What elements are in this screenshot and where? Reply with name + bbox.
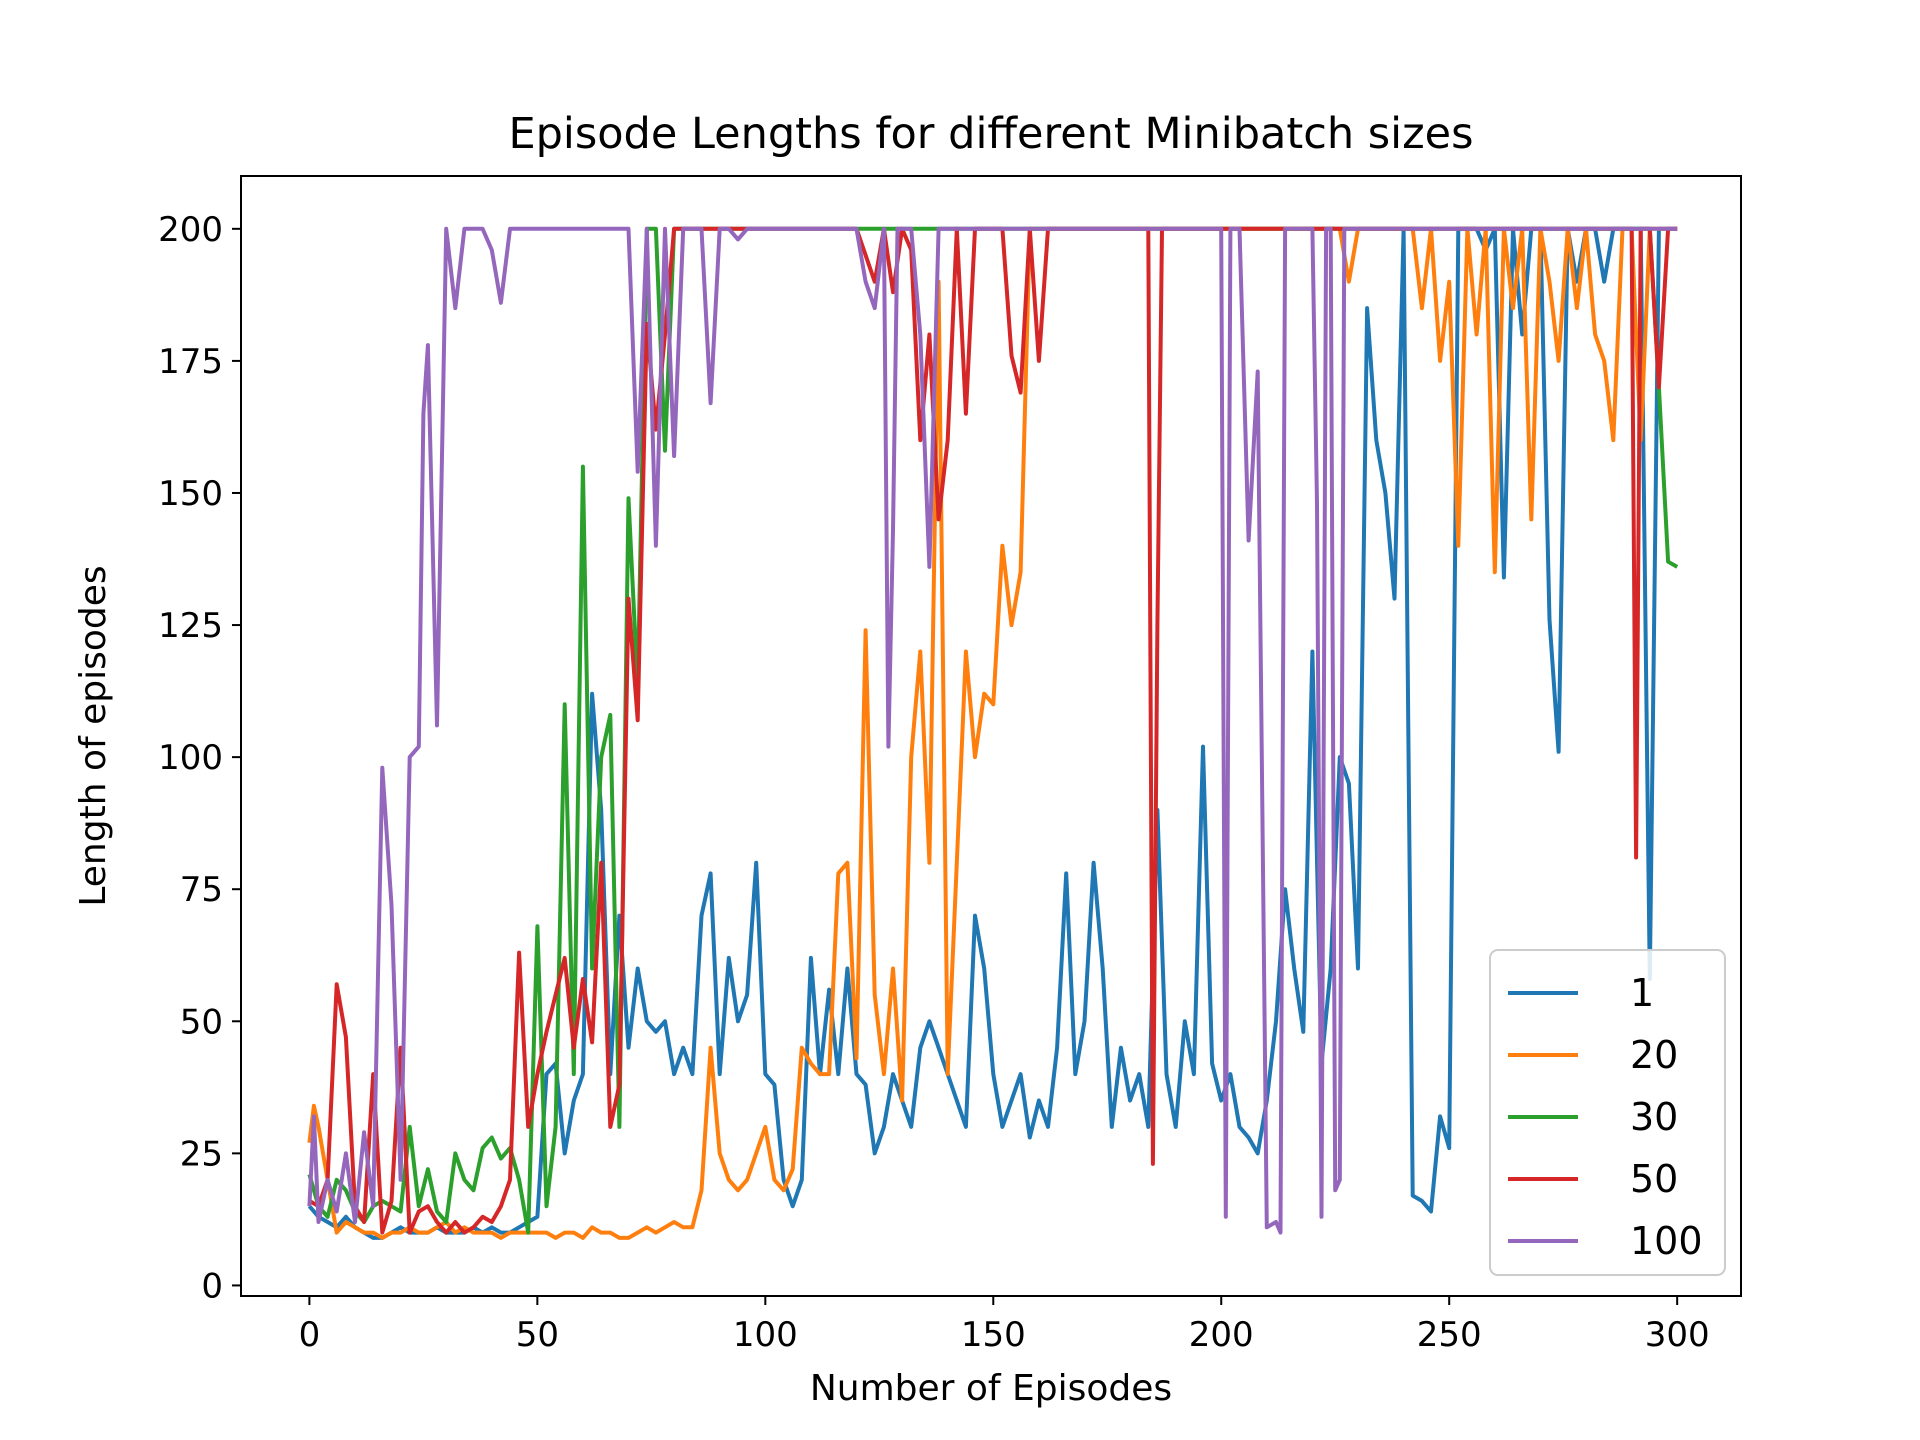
series-line-1 xyxy=(307,226,1678,1240)
y-tick-label: 0 xyxy=(201,1266,223,1306)
x-tick-label: 150 xyxy=(961,1315,1026,1355)
plot-area xyxy=(307,226,1679,1240)
y-tick-label: 25 xyxy=(180,1134,223,1174)
y-tick-label: 50 xyxy=(180,1002,223,1042)
x-tick-label: 200 xyxy=(1189,1315,1254,1355)
y-axis: 0 25 50 75 100 125 150 175 200 xyxy=(158,210,241,1306)
chart-title: Episode Lengths for different Minibatch … xyxy=(508,109,1473,159)
y-tick-label: 150 xyxy=(158,474,223,514)
x-axis: 0 50 100 150 200 250 300 xyxy=(299,1296,1710,1355)
legend-label-30: 30 xyxy=(1630,1095,1678,1139)
y-tick-label: 75 xyxy=(180,870,223,910)
x-tick-label: 50 xyxy=(516,1315,559,1355)
legend-label-50: 50 xyxy=(1630,1157,1678,1201)
x-tick-label: 0 xyxy=(299,1315,321,1355)
x-tick-label: 100 xyxy=(733,1315,798,1355)
legend-box xyxy=(1489,949,1726,1276)
series-layer xyxy=(307,226,1679,1240)
y-tick-label: 125 xyxy=(158,606,223,646)
y-axis-title: Length of episodes xyxy=(73,565,114,906)
y-tick-label: 100 xyxy=(158,738,223,778)
legend-label-100: 100 xyxy=(1630,1219,1703,1263)
legend-label-1: 1 xyxy=(1630,971,1654,1015)
legend-label-20: 20 xyxy=(1630,1033,1678,1077)
x-tick-label: 300 xyxy=(1645,1315,1710,1355)
x-tick-label: 250 xyxy=(1417,1315,1482,1355)
x-axis-title: Number of Episodes xyxy=(810,1368,1172,1409)
y-tick-label: 200 xyxy=(158,210,223,250)
y-tick-label: 175 xyxy=(158,342,223,382)
legend: 1 20 30 50 100 xyxy=(1489,949,1726,1276)
series-line-100 xyxy=(307,226,1678,1235)
plot-frame xyxy=(240,175,1742,1297)
